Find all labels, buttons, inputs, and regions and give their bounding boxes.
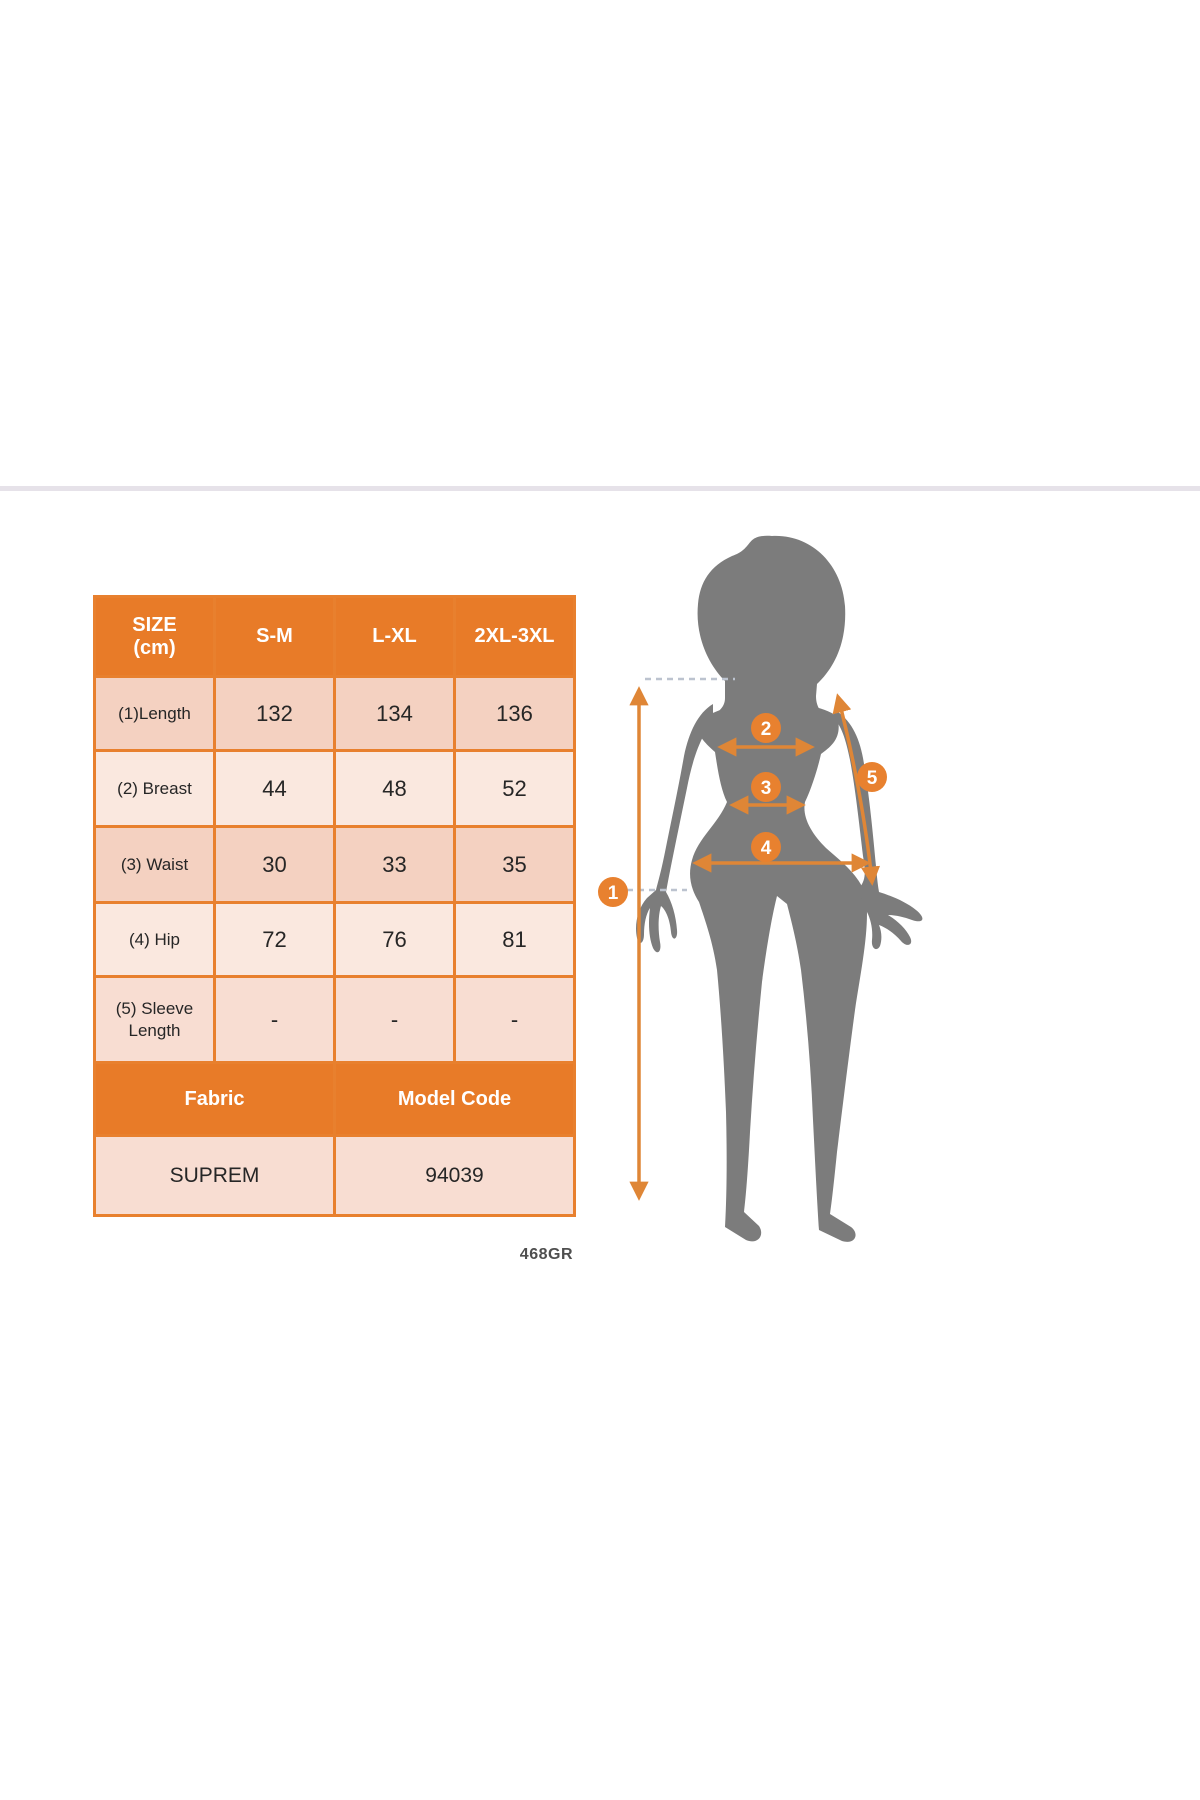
fabric-header: Fabric — [93, 1061, 336, 1137]
length-2xl3xl: 136 — [453, 675, 576, 752]
sleeve-sm: - — [213, 975, 336, 1064]
marker-number-1: 1 — [608, 883, 619, 904]
waist-2xl3xl: 35 — [453, 825, 576, 904]
measurement-figure: 1 2 3 4 5 — [520, 500, 940, 1260]
marker-number-2: 2 — [761, 719, 772, 740]
model-code-header: Model Code — [333, 1061, 576, 1137]
table-row: (2) Breast 44 48 52 — [93, 749, 576, 828]
length-lxl: 134 — [333, 675, 456, 752]
breast-sm: 44 — [213, 749, 336, 828]
marker-circle-4 — [751, 832, 781, 862]
column-header-lxl: L-XL — [333, 595, 456, 678]
waist-sm: 30 — [213, 825, 336, 904]
dashed-guide-lines — [627, 677, 735, 892]
row-label-hip: (4) Hip — [93, 901, 216, 978]
sleeve-arrow — [832, 693, 881, 886]
column-header-2xl3xl: 2XL-3XL — [453, 595, 576, 678]
sleeve-lxl: - — [333, 975, 456, 1064]
measurement-markers: 1 2 3 4 5 — [598, 713, 887, 907]
column-header-sm: S-M — [213, 595, 336, 678]
table-row: (4) Hip 72 76 81 — [93, 901, 576, 978]
marker-circle-1 — [598, 877, 628, 907]
table-footer-header-row: Fabric Model Code — [93, 1061, 576, 1137]
body-silhouette-diagram: 1 2 3 4 5 — [598, 535, 923, 1242]
woman-silhouette — [636, 535, 923, 1242]
model-code-value: 94039 — [333, 1134, 576, 1217]
weight-note: 468GR — [519, 1246, 573, 1263]
breast-2xl3xl: 52 — [453, 749, 576, 828]
table-footer-value-row: SUPREM 94039 — [93, 1134, 576, 1217]
hip-2xl3xl: 81 — [453, 901, 576, 978]
size-table-header-row: SIZE (cm) S-M L-XL 2XL-3XL — [93, 595, 576, 678]
table-row: (1)Length 132 134 136 — [93, 675, 576, 752]
marker-number-3: 3 — [761, 778, 772, 799]
row-label-sleeve: (5) Sleeve Length — [93, 975, 216, 1064]
table-row: (3) Waist 30 33 35 — [93, 825, 576, 904]
row-label-length: (1)Length — [93, 675, 216, 752]
hip-lxl: 76 — [333, 901, 456, 978]
sleeve-2xl3xl: - — [453, 975, 576, 1064]
fabric-value: SUPREM — [93, 1134, 336, 1217]
size-unit-header: SIZE (cm) — [93, 595, 216, 678]
row-label-breast: (2) Breast — [93, 749, 216, 828]
waist-lxl: 33 — [333, 825, 456, 904]
page-divider-line — [0, 486, 1200, 491]
hip-sm: 72 — [213, 901, 336, 978]
length-sm: 132 — [213, 675, 336, 752]
breast-lxl: 48 — [333, 749, 456, 828]
marker-circle-2 — [751, 713, 781, 743]
row-label-waist: (3) Waist — [93, 825, 216, 904]
size-table: SIZE (cm) S-M L-XL 2XL-3XL (1)Length 132… — [93, 595, 576, 1217]
marker-circle-5 — [857, 762, 887, 792]
marker-circle-3 — [751, 772, 781, 802]
table-row: (5) Sleeve Length - - - — [93, 975, 576, 1064]
marker-number-4: 4 — [761, 838, 772, 859]
marker-number-5: 5 — [867, 768, 878, 789]
measurement-arrows — [629, 686, 881, 1201]
